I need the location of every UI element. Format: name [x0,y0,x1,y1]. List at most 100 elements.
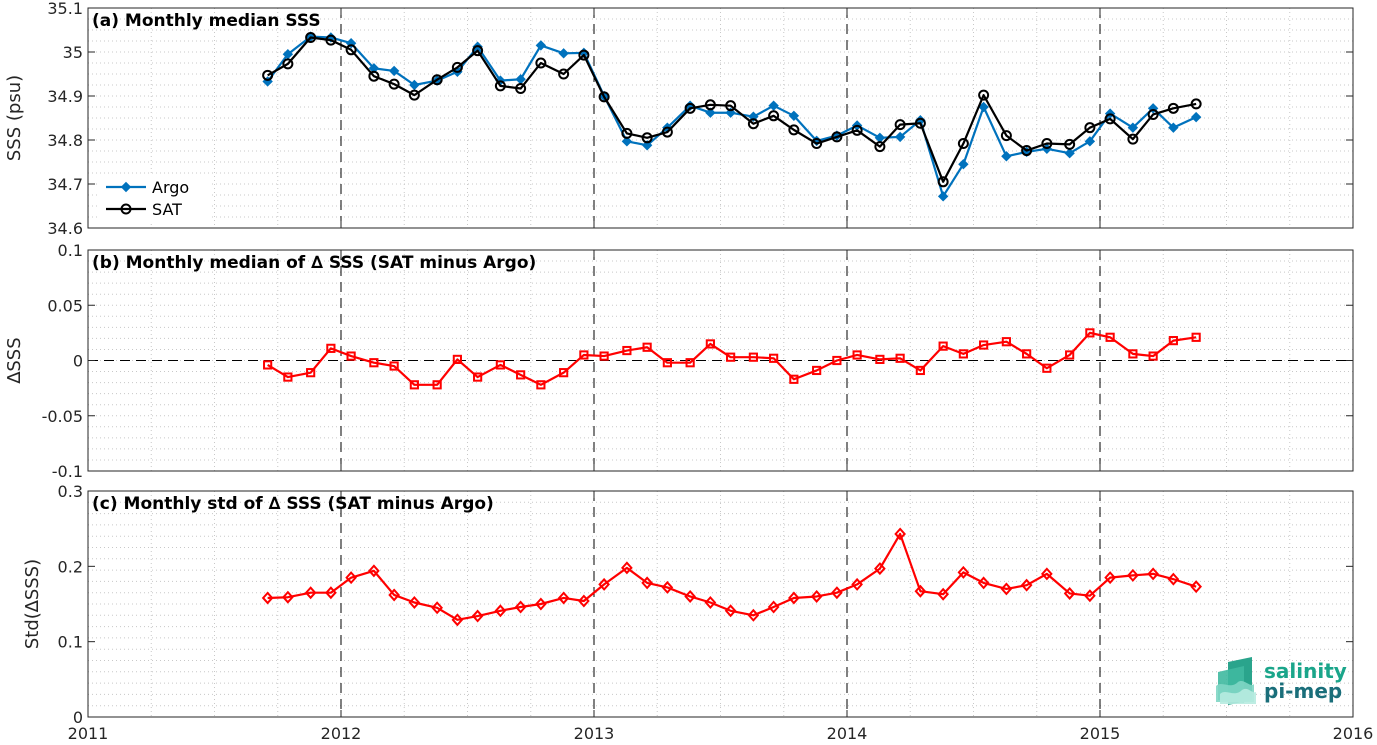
x-tick-label: 2014 [827,724,868,743]
legend-marker [120,181,132,193]
data-point [578,594,590,608]
y-tick-label: 35 [63,43,83,62]
data-point [262,69,274,81]
data-point [937,176,949,188]
data-point [1020,578,1033,592]
data-point [705,107,716,118]
data-point [535,40,547,51]
data-point [769,353,779,363]
data-point [704,595,717,609]
grid [88,491,1353,717]
data-point [1104,571,1116,585]
data-point [748,352,758,362]
y-tick-label: 0.05 [47,296,83,315]
data-point [1127,568,1139,582]
data-point [725,100,737,112]
data-point [788,591,800,605]
data-point [851,577,863,591]
data-point [1063,586,1076,600]
data-point [345,44,357,56]
data-point [346,351,356,361]
data-point [1190,98,1202,110]
data-point [874,141,886,153]
y-tick-label: -0.1 [52,462,83,481]
data-point [979,340,989,350]
data-point [810,589,823,603]
salinity-pi-mep-logo: salinity pi-mep [1216,657,1347,705]
data-point [1127,133,1139,145]
data-point [937,587,949,601]
data-point [282,590,294,604]
panel-title: (b) Monthly median of ∆ SSS (SAT minus A… [92,253,536,273]
data-point [1065,350,1075,360]
panel-a: 34.6 34.7 34.8 34.9 35 35.1 SSS (psu) (a) Month… [4,0,1354,238]
data-point [914,584,927,598]
data-point [557,591,570,605]
data-point [978,89,990,101]
axes-box [87,7,1354,229]
data-point [788,110,800,122]
data-point [1167,572,1180,586]
x-tick-label: 2013 [574,724,615,743]
series-sat [262,31,1202,188]
data-point [408,89,420,101]
logo-line2: pi-mep [1264,679,1342,703]
y-tick-label: 34.8 [47,131,83,150]
data-point [1021,145,1033,157]
data-point [1085,328,1095,338]
data-point [408,595,421,609]
data-point [662,358,672,368]
data-point [1001,337,1011,347]
data-point [409,380,419,390]
data-point [1168,336,1178,346]
x-tick-label: 2012 [321,724,362,743]
data-point [788,124,800,136]
data-point [304,586,317,600]
data-point [1042,363,1052,373]
data-point [789,374,799,384]
data-point [515,83,527,95]
data-point [724,604,737,618]
data-point [641,576,653,590]
data-point [558,68,570,80]
data-point [495,360,505,370]
data-point [747,118,759,130]
data-point [1064,147,1075,159]
data-point [812,365,822,376]
data-point [432,380,442,390]
data-point [389,361,399,371]
data-point [1127,122,1139,133]
data-point [1000,130,1012,142]
data-point [958,158,969,170]
data-point [958,349,968,359]
data-point [368,70,380,82]
grid [88,250,1353,471]
data-point [559,368,569,378]
data-point [957,138,969,150]
data-point [598,91,610,103]
data-point [768,100,779,111]
data-point [767,600,780,614]
data-point [704,99,716,111]
data-point [1128,349,1138,359]
data-point [388,78,400,90]
data-point [1001,151,1012,162]
data-point [685,358,695,368]
data-point [431,74,443,86]
chart-panels: 34.6 34.7 34.8 34.9 35 35.1 SSS (psu) (a) Month… [4,0,1373,743]
data-point [368,63,380,74]
panel-title: (c) Monthly std of ∆ SSS (SAT minus Argo… [92,494,494,514]
y-axis-label: SSS (psu) [4,75,25,161]
data-point [831,586,843,600]
panel-c: 0 0.1 0.2 0.3 2011 2012 2013 2014 2015 2016 Std(∆S… [22,482,1373,743]
data-point [1064,138,1076,150]
y-tick-label: 34.6 [47,219,83,238]
data-point [1148,351,1158,361]
data-point [938,341,948,351]
data-point [598,577,610,591]
axes-box [87,490,1354,718]
data-point [852,350,862,360]
data-point [471,609,484,623]
data-point [473,372,483,382]
